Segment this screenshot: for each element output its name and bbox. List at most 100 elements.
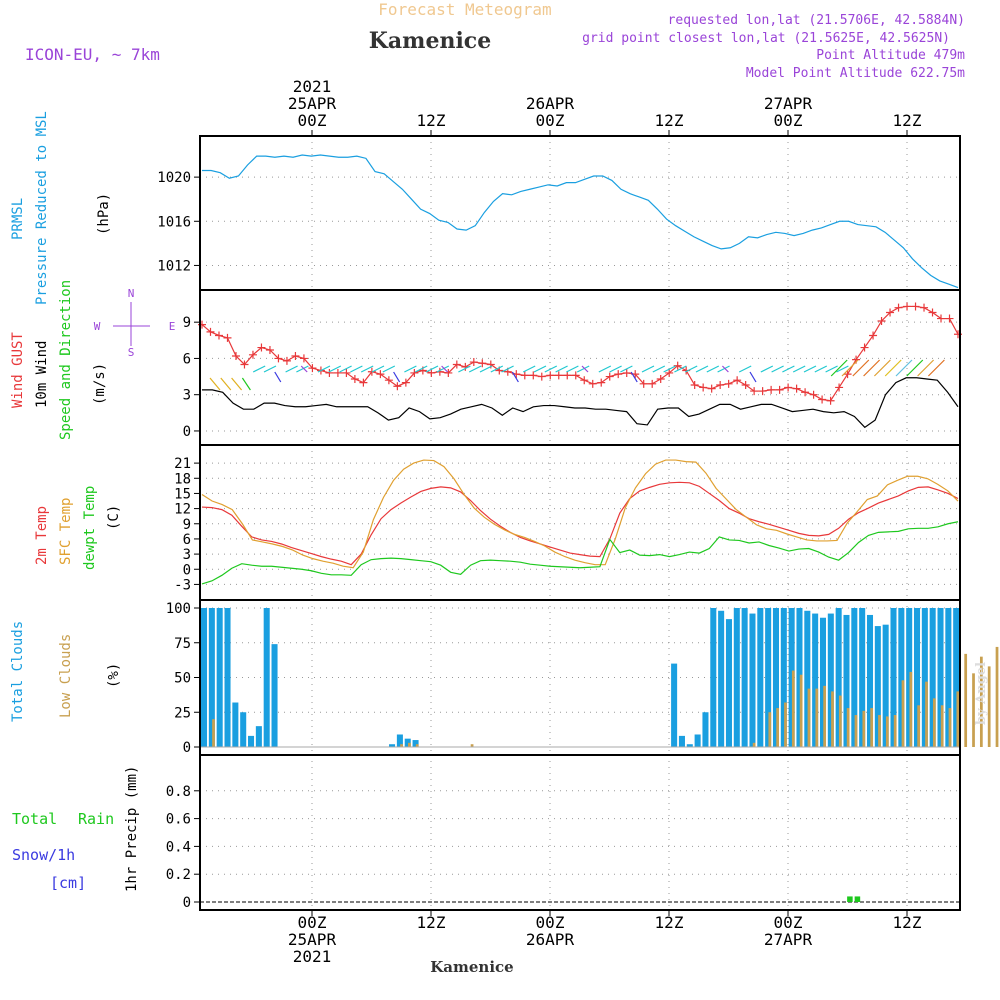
wind-arrow — [825, 365, 838, 373]
gust-marker — [563, 371, 572, 380]
gust-marker — [291, 352, 300, 361]
wind-arrow — [581, 365, 589, 373]
wind-arrow — [252, 365, 266, 373]
gust-marker — [597, 378, 606, 387]
wind-panel-labels: Wind GUST 10m Wind Speed and Direction (… — [10, 280, 175, 440]
time-label-bottom: 12Z — [893, 913, 922, 932]
gust-marker — [529, 371, 538, 380]
time-label-bottom: 25APR — [288, 930, 337, 949]
wind-arrow — [285, 365, 298, 373]
low-cloud-bar — [956, 691, 960, 747]
gust-marker — [486, 360, 495, 369]
total-cloud-bar — [741, 608, 748, 747]
wind-arrow — [404, 365, 417, 373]
total-cloud-bar — [819, 617, 827, 747]
gust-marker — [818, 395, 827, 404]
wind-arrow — [501, 365, 514, 373]
low-cloud-bar — [893, 715, 897, 747]
y-tick-label: 18 — [174, 471, 191, 487]
gust-marker — [350, 374, 359, 383]
rain-bar — [854, 896, 861, 902]
gust-marker — [393, 382, 402, 391]
y-tick-label: 0.6 — [166, 812, 191, 828]
total-cloud-bar — [859, 608, 866, 747]
low-cloud-bar — [878, 715, 881, 747]
total-cloud-bar — [240, 712, 247, 747]
wind-arrow — [241, 377, 251, 391]
gust-marker — [775, 385, 784, 394]
wind-arrow — [350, 365, 363, 373]
pressure-msl-label: Pressure Reduced to MSL — [34, 111, 50, 305]
gust-marker — [767, 385, 776, 394]
low-cloud-bar — [776, 708, 780, 747]
y-tick-label: 75 — [174, 636, 191, 652]
gust-marker — [401, 378, 410, 387]
wind-arrow — [511, 371, 519, 383]
y-tick-label: 9 — [183, 517, 191, 533]
cloud-panel-labels: Total Clouds Low Clouds (%) — [10, 621, 122, 722]
time-label-bottom: 26APR — [526, 930, 575, 949]
wind-arrow — [566, 365, 579, 373]
y-tick-label: 21 — [174, 456, 191, 472]
total-cloud-bar — [953, 608, 960, 747]
low-cloud-bar — [838, 695, 842, 747]
panel-frame — [199, 135, 961, 291]
total-cloud-bar — [812, 613, 819, 747]
gust-marker — [665, 368, 674, 377]
wind-arrow — [927, 359, 945, 377]
low-cloud-bar — [854, 715, 858, 747]
y-tick-label: 0 — [183, 895, 191, 911]
total-cloud-bar — [702, 712, 709, 747]
gust-marker — [716, 381, 725, 390]
gust-marker — [206, 327, 215, 336]
gust-marker — [469, 358, 478, 367]
gust-marker — [792, 384, 801, 393]
gust-marker — [240, 360, 249, 369]
total-cloud-bar — [208, 608, 215, 747]
wind-arrow — [371, 365, 385, 373]
precip-unit: 1hr Precip (mm) — [124, 766, 140, 892]
gust-marker — [359, 378, 368, 387]
low-cloud-bar — [925, 681, 928, 747]
total-cloud-bar — [404, 738, 411, 747]
gust-marker — [588, 379, 597, 388]
pressure-panel: 1012 1016 1020 — [157, 135, 961, 291]
model-altitude: Model Point Altitude 622.75m — [746, 66, 965, 81]
total-cloud-bar — [921, 608, 928, 747]
wind10m-label: 10m Wind — [34, 341, 50, 408]
low-cloud-bar — [815, 688, 819, 747]
low-cloud-bar — [408, 742, 411, 747]
wind-arrow — [652, 365, 666, 373]
wind-arrow — [771, 365, 784, 373]
wind-arrow — [576, 365, 590, 373]
total-cloud-bar — [396, 734, 403, 747]
total-cloud-bar — [796, 608, 803, 747]
y-tick-label: 0 — [183, 740, 191, 756]
gust-marker — [265, 345, 274, 354]
wind-arrow — [863, 359, 881, 377]
gust-marker — [648, 379, 657, 388]
wind-arrow — [441, 365, 449, 373]
total-cloud-bar — [255, 726, 262, 747]
wind-arrow — [814, 365, 828, 373]
low-cloud-bar — [784, 702, 787, 747]
wind-arrow — [620, 365, 633, 373]
wind-arrow — [393, 371, 401, 383]
gust-marker — [410, 368, 419, 377]
total-cloud-bar — [671, 663, 678, 747]
total-cloud-bar — [765, 608, 772, 747]
low-cloud-bar — [972, 673, 975, 747]
gust-marker — [741, 381, 750, 390]
gust-marker — [614, 370, 623, 379]
low-cloud-bar — [212, 719, 215, 747]
low-cloud-bar — [846, 708, 850, 747]
low-cloud-bar — [791, 670, 795, 747]
compass-s: S — [128, 346, 135, 359]
gust-marker — [342, 368, 351, 377]
rain-bar — [847, 896, 853, 902]
low-clouds-label: Low Clouds — [58, 634, 74, 718]
gust-marker — [282, 356, 291, 365]
panels-layer: 1012101610200369-30369121518210255075100… — [157, 135, 999, 911]
wind-arrow — [830, 359, 848, 377]
low-cloud-bar — [885, 716, 889, 747]
